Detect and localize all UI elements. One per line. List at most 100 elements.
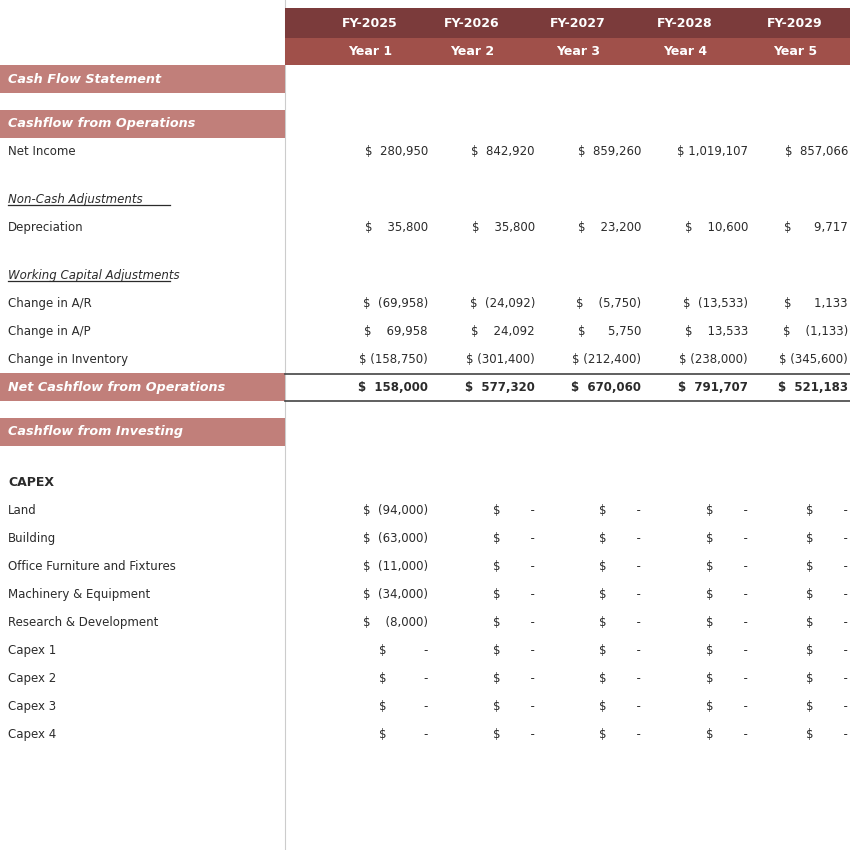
Text: $        -: $ - <box>706 587 748 601</box>
Text: $          -: $ - <box>378 700 428 712</box>
Text: $    35,800: $ 35,800 <box>365 221 428 234</box>
Text: $        -: $ - <box>599 672 641 685</box>
Text: $        -: $ - <box>493 504 535 517</box>
Text: Working Capital Adjustments: Working Capital Adjustments <box>8 269 179 281</box>
Text: Change in A/P: Change in A/P <box>8 325 91 337</box>
Text: $ (212,400): $ (212,400) <box>572 353 641 366</box>
Text: Net Income: Net Income <box>8 145 76 158</box>
Bar <box>285 8 850 38</box>
Text: $        -: $ - <box>493 615 535 629</box>
Text: $    (1,133): $ (1,133) <box>783 325 848 337</box>
Text: $        -: $ - <box>706 700 748 712</box>
Text: $    23,200: $ 23,200 <box>578 221 641 234</box>
Text: Land: Land <box>8 504 37 517</box>
Text: FY-2029: FY-2029 <box>768 16 823 30</box>
Text: Machinery & Equipment: Machinery & Equipment <box>8 587 150 601</box>
Text: $      5,750: $ 5,750 <box>578 325 641 337</box>
Text: Capex 2: Capex 2 <box>8 672 56 685</box>
Text: $ (238,000): $ (238,000) <box>679 353 748 366</box>
Text: Net Cashflow from Operations: Net Cashflow from Operations <box>8 381 225 394</box>
Text: $        -: $ - <box>706 559 748 573</box>
Text: Depreciation: Depreciation <box>8 221 83 234</box>
Text: $    13,533: $ 13,533 <box>685 325 748 337</box>
Text: FY-2027: FY-2027 <box>550 16 606 30</box>
Text: $ 1,019,107: $ 1,019,107 <box>677 145 748 158</box>
Text: $  (13,533): $ (13,533) <box>683 297 748 309</box>
Text: $        -: $ - <box>806 672 848 685</box>
Text: $        -: $ - <box>493 559 535 573</box>
Text: Research & Development: Research & Development <box>8 615 158 629</box>
Text: $        -: $ - <box>806 532 848 545</box>
Text: $        -: $ - <box>806 559 848 573</box>
Text: $          -: $ - <box>378 672 428 685</box>
Text: $          -: $ - <box>378 728 428 740</box>
Text: FY-2028: FY-2028 <box>657 16 713 30</box>
Text: $        -: $ - <box>493 728 535 740</box>
Bar <box>0 65 285 93</box>
Text: $          -: $ - <box>378 643 428 657</box>
Text: $        -: $ - <box>806 615 848 629</box>
Text: $  (24,092): $ (24,092) <box>469 297 535 309</box>
Text: Change in A/R: Change in A/R <box>8 297 92 309</box>
Text: Year 4: Year 4 <box>663 45 707 58</box>
Text: Cash Flow Statement: Cash Flow Statement <box>8 72 162 86</box>
Text: $        -: $ - <box>806 587 848 601</box>
Text: $    (8,000): $ (8,000) <box>363 615 428 629</box>
Text: $        -: $ - <box>599 728 641 740</box>
Text: $        -: $ - <box>599 504 641 517</box>
Text: $  577,320: $ 577,320 <box>465 381 535 394</box>
Text: $        -: $ - <box>599 615 641 629</box>
Text: Office Furniture and Fixtures: Office Furniture and Fixtures <box>8 559 176 573</box>
Text: $        -: $ - <box>706 643 748 657</box>
Text: $        -: $ - <box>493 672 535 685</box>
Text: $  842,920: $ 842,920 <box>472 145 535 158</box>
Text: Change in Inventory: Change in Inventory <box>8 353 128 366</box>
Text: Year 3: Year 3 <box>556 45 600 58</box>
Text: $        -: $ - <box>806 643 848 657</box>
Text: $        -: $ - <box>493 532 535 545</box>
Text: $  857,066: $ 857,066 <box>785 145 848 158</box>
Text: Capex 3: Capex 3 <box>8 700 56 712</box>
Text: $        -: $ - <box>599 700 641 712</box>
Text: $        -: $ - <box>706 504 748 517</box>
Text: $    69,958: $ 69,958 <box>365 325 428 337</box>
Text: $        -: $ - <box>706 532 748 545</box>
Text: Capex 1: Capex 1 <box>8 643 56 657</box>
Text: $  280,950: $ 280,950 <box>365 145 428 158</box>
Text: $ (345,600): $ (345,600) <box>779 353 848 366</box>
Text: Non-Cash Adjustments: Non-Cash Adjustments <box>8 193 143 206</box>
Text: $  (94,000): $ (94,000) <box>363 504 428 517</box>
Text: $    24,092: $ 24,092 <box>472 325 535 337</box>
Text: $ (301,400): $ (301,400) <box>467 353 535 366</box>
Text: $  (63,000): $ (63,000) <box>363 532 428 545</box>
Text: Cashflow from Investing: Cashflow from Investing <box>8 425 183 439</box>
Text: Capex 4: Capex 4 <box>8 728 56 740</box>
Text: Cashflow from Operations: Cashflow from Operations <box>8 117 196 130</box>
Text: Year 1: Year 1 <box>348 45 392 58</box>
Text: $        -: $ - <box>599 532 641 545</box>
Text: $        -: $ - <box>493 643 535 657</box>
Text: $  791,707: $ 791,707 <box>678 381 748 394</box>
Text: FY-2026: FY-2026 <box>445 16 500 30</box>
Text: FY-2025: FY-2025 <box>342 16 398 30</box>
Bar <box>0 373 285 401</box>
Bar <box>0 110 285 138</box>
Text: $        -: $ - <box>599 587 641 601</box>
Text: $    (5,750): $ (5,750) <box>575 297 641 309</box>
Text: Building: Building <box>8 532 56 545</box>
Text: $  (11,000): $ (11,000) <box>363 559 428 573</box>
Text: $  158,000: $ 158,000 <box>358 381 428 394</box>
Text: $ (158,750): $ (158,750) <box>360 353 428 366</box>
Bar <box>0 418 285 445</box>
Text: $  521,183: $ 521,183 <box>778 381 848 394</box>
Text: $        -: $ - <box>599 559 641 573</box>
Text: $    35,800: $ 35,800 <box>472 221 535 234</box>
Text: $        -: $ - <box>706 615 748 629</box>
Text: Year 5: Year 5 <box>773 45 817 58</box>
Text: $        -: $ - <box>806 700 848 712</box>
Text: $      1,133: $ 1,133 <box>785 297 848 309</box>
Text: $        -: $ - <box>706 672 748 685</box>
Text: $        -: $ - <box>493 587 535 601</box>
Text: CAPEX: CAPEX <box>8 476 54 489</box>
Text: $        -: $ - <box>706 728 748 740</box>
